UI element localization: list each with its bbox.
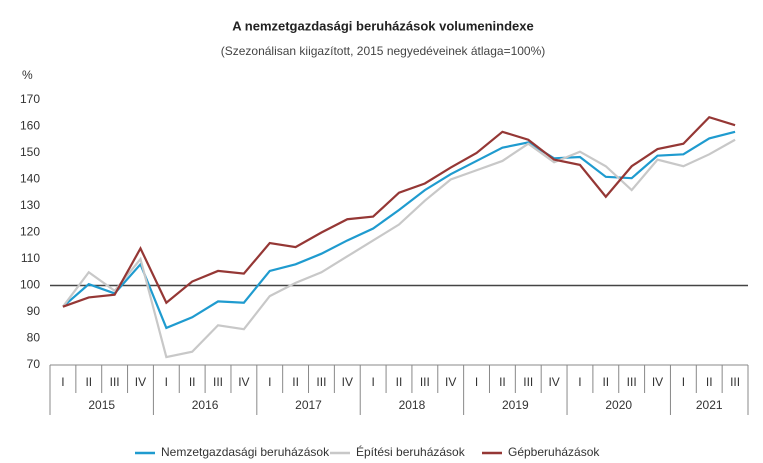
- x-tick-label: IV: [652, 375, 663, 389]
- y-tick-label: 110: [21, 251, 40, 265]
- year-label: 2016: [192, 398, 219, 412]
- x-tick-label: IV: [342, 375, 353, 389]
- y-tick-label: 120: [20, 225, 40, 239]
- x-tick-label: II: [85, 375, 92, 389]
- y-tick-label: 90: [27, 304, 41, 318]
- y-tick-label: 160: [20, 119, 40, 133]
- x-tick-label: III: [110, 375, 120, 389]
- x-tick-label: III: [420, 375, 430, 389]
- legend-label: Gépberuházások: [508, 445, 600, 459]
- x-tick-label: I: [475, 375, 478, 389]
- year-label: 2017: [295, 398, 322, 412]
- x-tick-label: IV: [135, 375, 146, 389]
- year-label: 2020: [605, 398, 632, 412]
- x-tick-label: I: [61, 375, 64, 389]
- x-tick-label: I: [682, 375, 685, 389]
- year-label: 2018: [399, 398, 426, 412]
- year-label: 2021: [696, 398, 723, 412]
- chart-subtitle: (Szezonálisan kiigazított, 2015 negyedév…: [221, 44, 546, 58]
- x-tick-label: III: [316, 375, 326, 389]
- year-label: 2015: [88, 398, 115, 412]
- y-tick-label: 140: [20, 172, 40, 186]
- x-tick-label: I: [165, 375, 168, 389]
- x-tick-label: II: [602, 375, 609, 389]
- y-tick-label: 170: [20, 92, 40, 106]
- y-unit: %: [22, 68, 33, 82]
- x-tick-label: II: [292, 375, 299, 389]
- x-tick-label: III: [523, 375, 533, 389]
- y-tick-label: 80: [27, 331, 41, 345]
- x-tick-label: II: [189, 375, 196, 389]
- x-tick-label: I: [371, 375, 374, 389]
- legend-label: Építési beruházások: [356, 444, 466, 459]
- x-tick-label: III: [627, 375, 637, 389]
- x-tick-label: II: [396, 375, 403, 389]
- x-tick-label: II: [499, 375, 506, 389]
- x-tick-label: III: [213, 375, 223, 389]
- series-line: [62, 138, 736, 359]
- y-tick-label: 70: [27, 357, 41, 371]
- y-tick-label: 130: [20, 198, 40, 212]
- y-tick-label: 100: [20, 278, 40, 292]
- y-tick-label: 150: [20, 145, 40, 159]
- x-tick-label: IV: [238, 375, 249, 389]
- year-label: 2019: [502, 398, 529, 412]
- series-line: [62, 115, 736, 308]
- chart-title: A nemzetgazdasági beruházások volumenind…: [232, 18, 534, 33]
- x-tick-label: IV: [445, 375, 456, 389]
- legend-label: Nemzetgazdasági beruházások: [161, 445, 330, 459]
- x-tick-label: I: [578, 375, 581, 389]
- x-tick-label: III: [730, 375, 740, 389]
- x-tick-label: II: [706, 375, 713, 389]
- x-tick-label: I: [268, 375, 271, 389]
- x-tick-label: IV: [548, 375, 559, 389]
